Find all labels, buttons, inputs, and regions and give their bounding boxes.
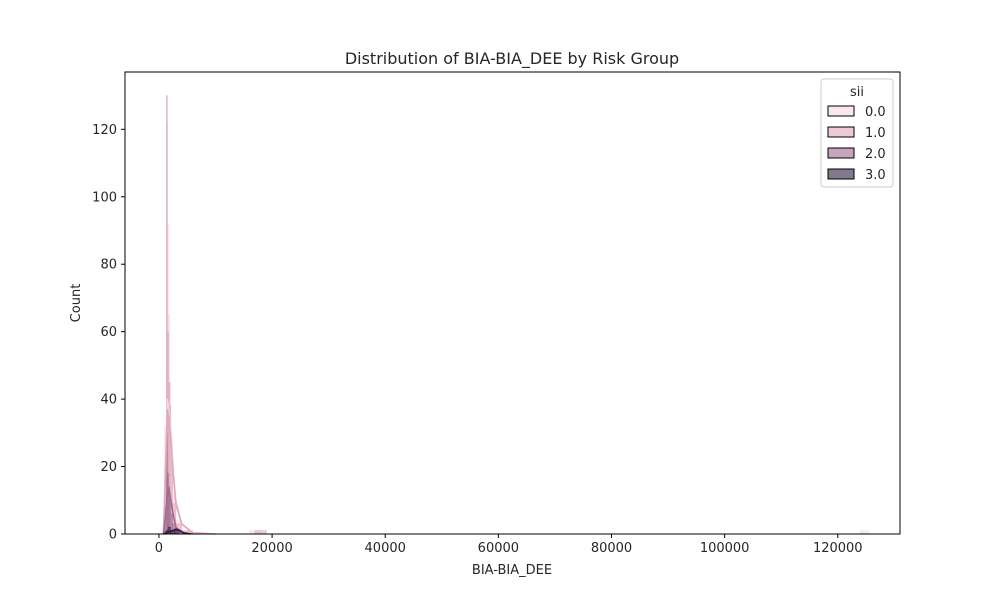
histogram-bar-1-0-9 <box>254 530 267 535</box>
x-tick-label: 80000 <box>591 541 632 556</box>
legend-title: sii <box>850 85 864 100</box>
legend-label: 3.0 <box>865 168 886 183</box>
legend-label: 1.0 <box>865 126 886 141</box>
y-tick-label: 20 <box>100 460 117 475</box>
x-axis: 0 20000 40000 60000 80000 100000 120000 <box>155 534 863 556</box>
legend-swatch-0-0 <box>827 105 855 117</box>
legend-swatch-3-0 <box>827 168 855 180</box>
x-tick-label: 0 <box>155 541 163 556</box>
legend: sii 0.0 1.0 2.0 3.0 <box>820 78 894 188</box>
x-axis-label: BIA-BIA_DEE <box>472 563 552 578</box>
legend-swatch-2-0 <box>827 147 855 159</box>
y-tick-label: 0 <box>109 528 117 543</box>
legend-label: 2.0 <box>865 147 886 162</box>
y-tick-label: 100 <box>92 190 117 205</box>
x-tick-label: 20000 <box>251 541 292 556</box>
kde-line-1-0 <box>162 409 216 535</box>
plot-marks <box>164 95 870 535</box>
y-tick-label: 40 <box>100 393 117 408</box>
histogram-bar-0-0-10 <box>860 530 870 535</box>
y-axis-label: Count <box>69 284 84 323</box>
y-tick-label: 80 <box>100 258 117 273</box>
plot-frame <box>124 71 901 535</box>
y-tick-label: 120 <box>92 123 117 138</box>
y-tick-label: 60 <box>100 325 117 340</box>
legend-label: 0.0 <box>865 105 886 120</box>
x-tick-label: 40000 <box>365 541 406 556</box>
chart-title: Distribution of BIA-BIA_DEE by Risk Grou… <box>345 49 679 69</box>
x-tick-label: 100000 <box>700 541 750 556</box>
y-axis: 0 20 40 60 80 100 120 <box>92 123 125 543</box>
legend-items: 0.0 1.0 2.0 3.0 <box>827 105 886 183</box>
legend-swatch-1-0 <box>827 126 855 138</box>
x-tick-label: 60000 <box>478 541 519 556</box>
x-tick-label: 120000 <box>813 541 863 556</box>
kde-curves <box>162 399 216 535</box>
histogram-bar-3-0-3 <box>174 530 180 535</box>
kde-line-3-0 <box>163 528 191 535</box>
